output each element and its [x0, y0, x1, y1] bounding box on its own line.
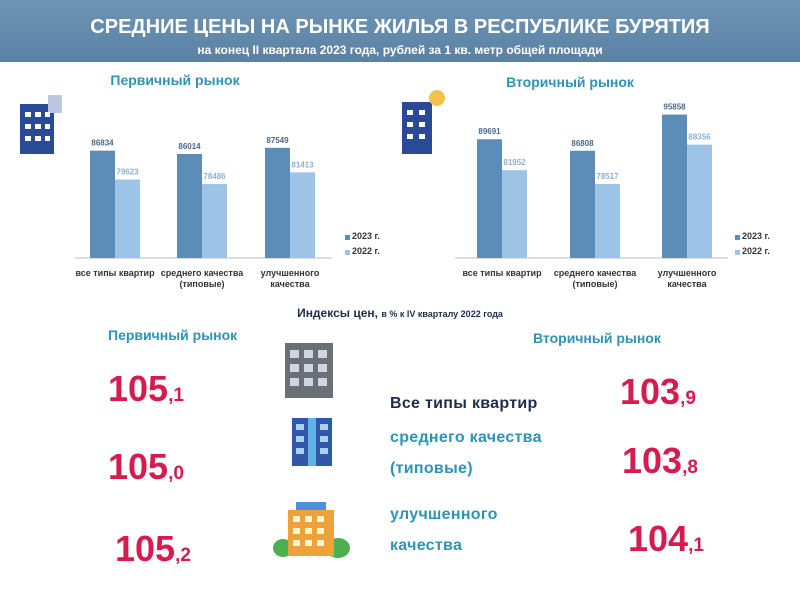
- secondary-index: 103,8: [622, 440, 698, 481]
- indices-heading: Индексы цен, в % к IV кварталу 2022 года: [0, 306, 800, 320]
- row-label: улучшенного качества: [390, 506, 498, 554]
- value-label: 78517: [596, 172, 619, 181]
- secondary-title: Вторичный рынок: [533, 330, 661, 346]
- primary-index: 105,1: [108, 368, 184, 409]
- x-tick-label: среднего качества (типовые): [553, 268, 637, 289]
- icon-building-4: [292, 418, 332, 466]
- bar: [662, 114, 687, 259]
- value-label: 95858: [663, 103, 686, 112]
- value-label: 81413: [291, 160, 314, 169]
- legend-swatch: [735, 250, 740, 255]
- legend-swatch: [345, 235, 350, 240]
- value-label: 78486: [203, 172, 226, 181]
- legend-label: 2022 г.: [352, 246, 380, 256]
- value-label: 79623: [116, 168, 139, 177]
- row-label: среднего качества (типовые): [390, 429, 542, 477]
- value-label: 86834: [91, 139, 114, 148]
- primary-index: 105,2: [115, 528, 191, 569]
- x-tick-label: улучшенного качества: [657, 268, 717, 289]
- indices-title: Индексы цен,: [297, 306, 378, 320]
- legend-swatch: [345, 250, 350, 255]
- value-label: 81952: [503, 158, 526, 167]
- bar: [115, 179, 140, 258]
- icon-building-1: [20, 95, 62, 154]
- value-label: 86808: [571, 139, 594, 148]
- secondary-index: 103,9: [620, 371, 696, 412]
- x-tick-label: улучшенного качества: [260, 268, 320, 289]
- bar: [90, 150, 115, 258]
- bar: [595, 183, 620, 258]
- value-label: 88356: [688, 133, 711, 142]
- legend-label: 2023 г.: [742, 231, 770, 241]
- x-tick-label: среднего качества (типовые): [160, 268, 244, 289]
- bar: [177, 153, 202, 258]
- header-banner: [0, 0, 800, 62]
- legend-label: 2022 г.: [742, 246, 770, 256]
- secondary-index: 104,1: [628, 518, 704, 559]
- x-tick-label: все типы квартир: [75, 268, 155, 278]
- icon-building-3: [285, 343, 333, 398]
- bar: [502, 170, 527, 258]
- legend-swatch: [735, 235, 740, 240]
- bar: [687, 144, 712, 258]
- bar: [570, 150, 595, 258]
- bar: [477, 139, 502, 258]
- page-subtitle: на конец II квартала 2023 года, рублей з…: [197, 43, 603, 57]
- indices-subtitle: в % к IV кварталу 2022 года: [381, 309, 503, 319]
- bar: [265, 147, 290, 258]
- row-label: Все типы квартир: [390, 395, 538, 412]
- chart-title: Вторичный рынок: [506, 74, 634, 90]
- bar: [290, 172, 315, 258]
- primary-title: Первичный рынок: [108, 327, 238, 343]
- icon-building-2: [402, 90, 445, 154]
- x-tick-label: все типы квартир: [462, 268, 542, 278]
- value-label: 89691: [478, 127, 501, 136]
- bar: [202, 184, 227, 258]
- primary-index: 105,0: [108, 446, 184, 487]
- chart-title: Первичный рынок: [110, 72, 240, 88]
- page-title: СРЕДНИЕ ЦЕНЫ НА РЫНКЕ ЖИЛЬЯ В РЕСПУБЛИКЕ…: [90, 16, 710, 38]
- legend-label: 2023 г.: [352, 231, 380, 241]
- value-label: 86014: [178, 142, 201, 151]
- icon-building-5: [273, 502, 350, 558]
- value-label: 87549: [266, 136, 289, 145]
